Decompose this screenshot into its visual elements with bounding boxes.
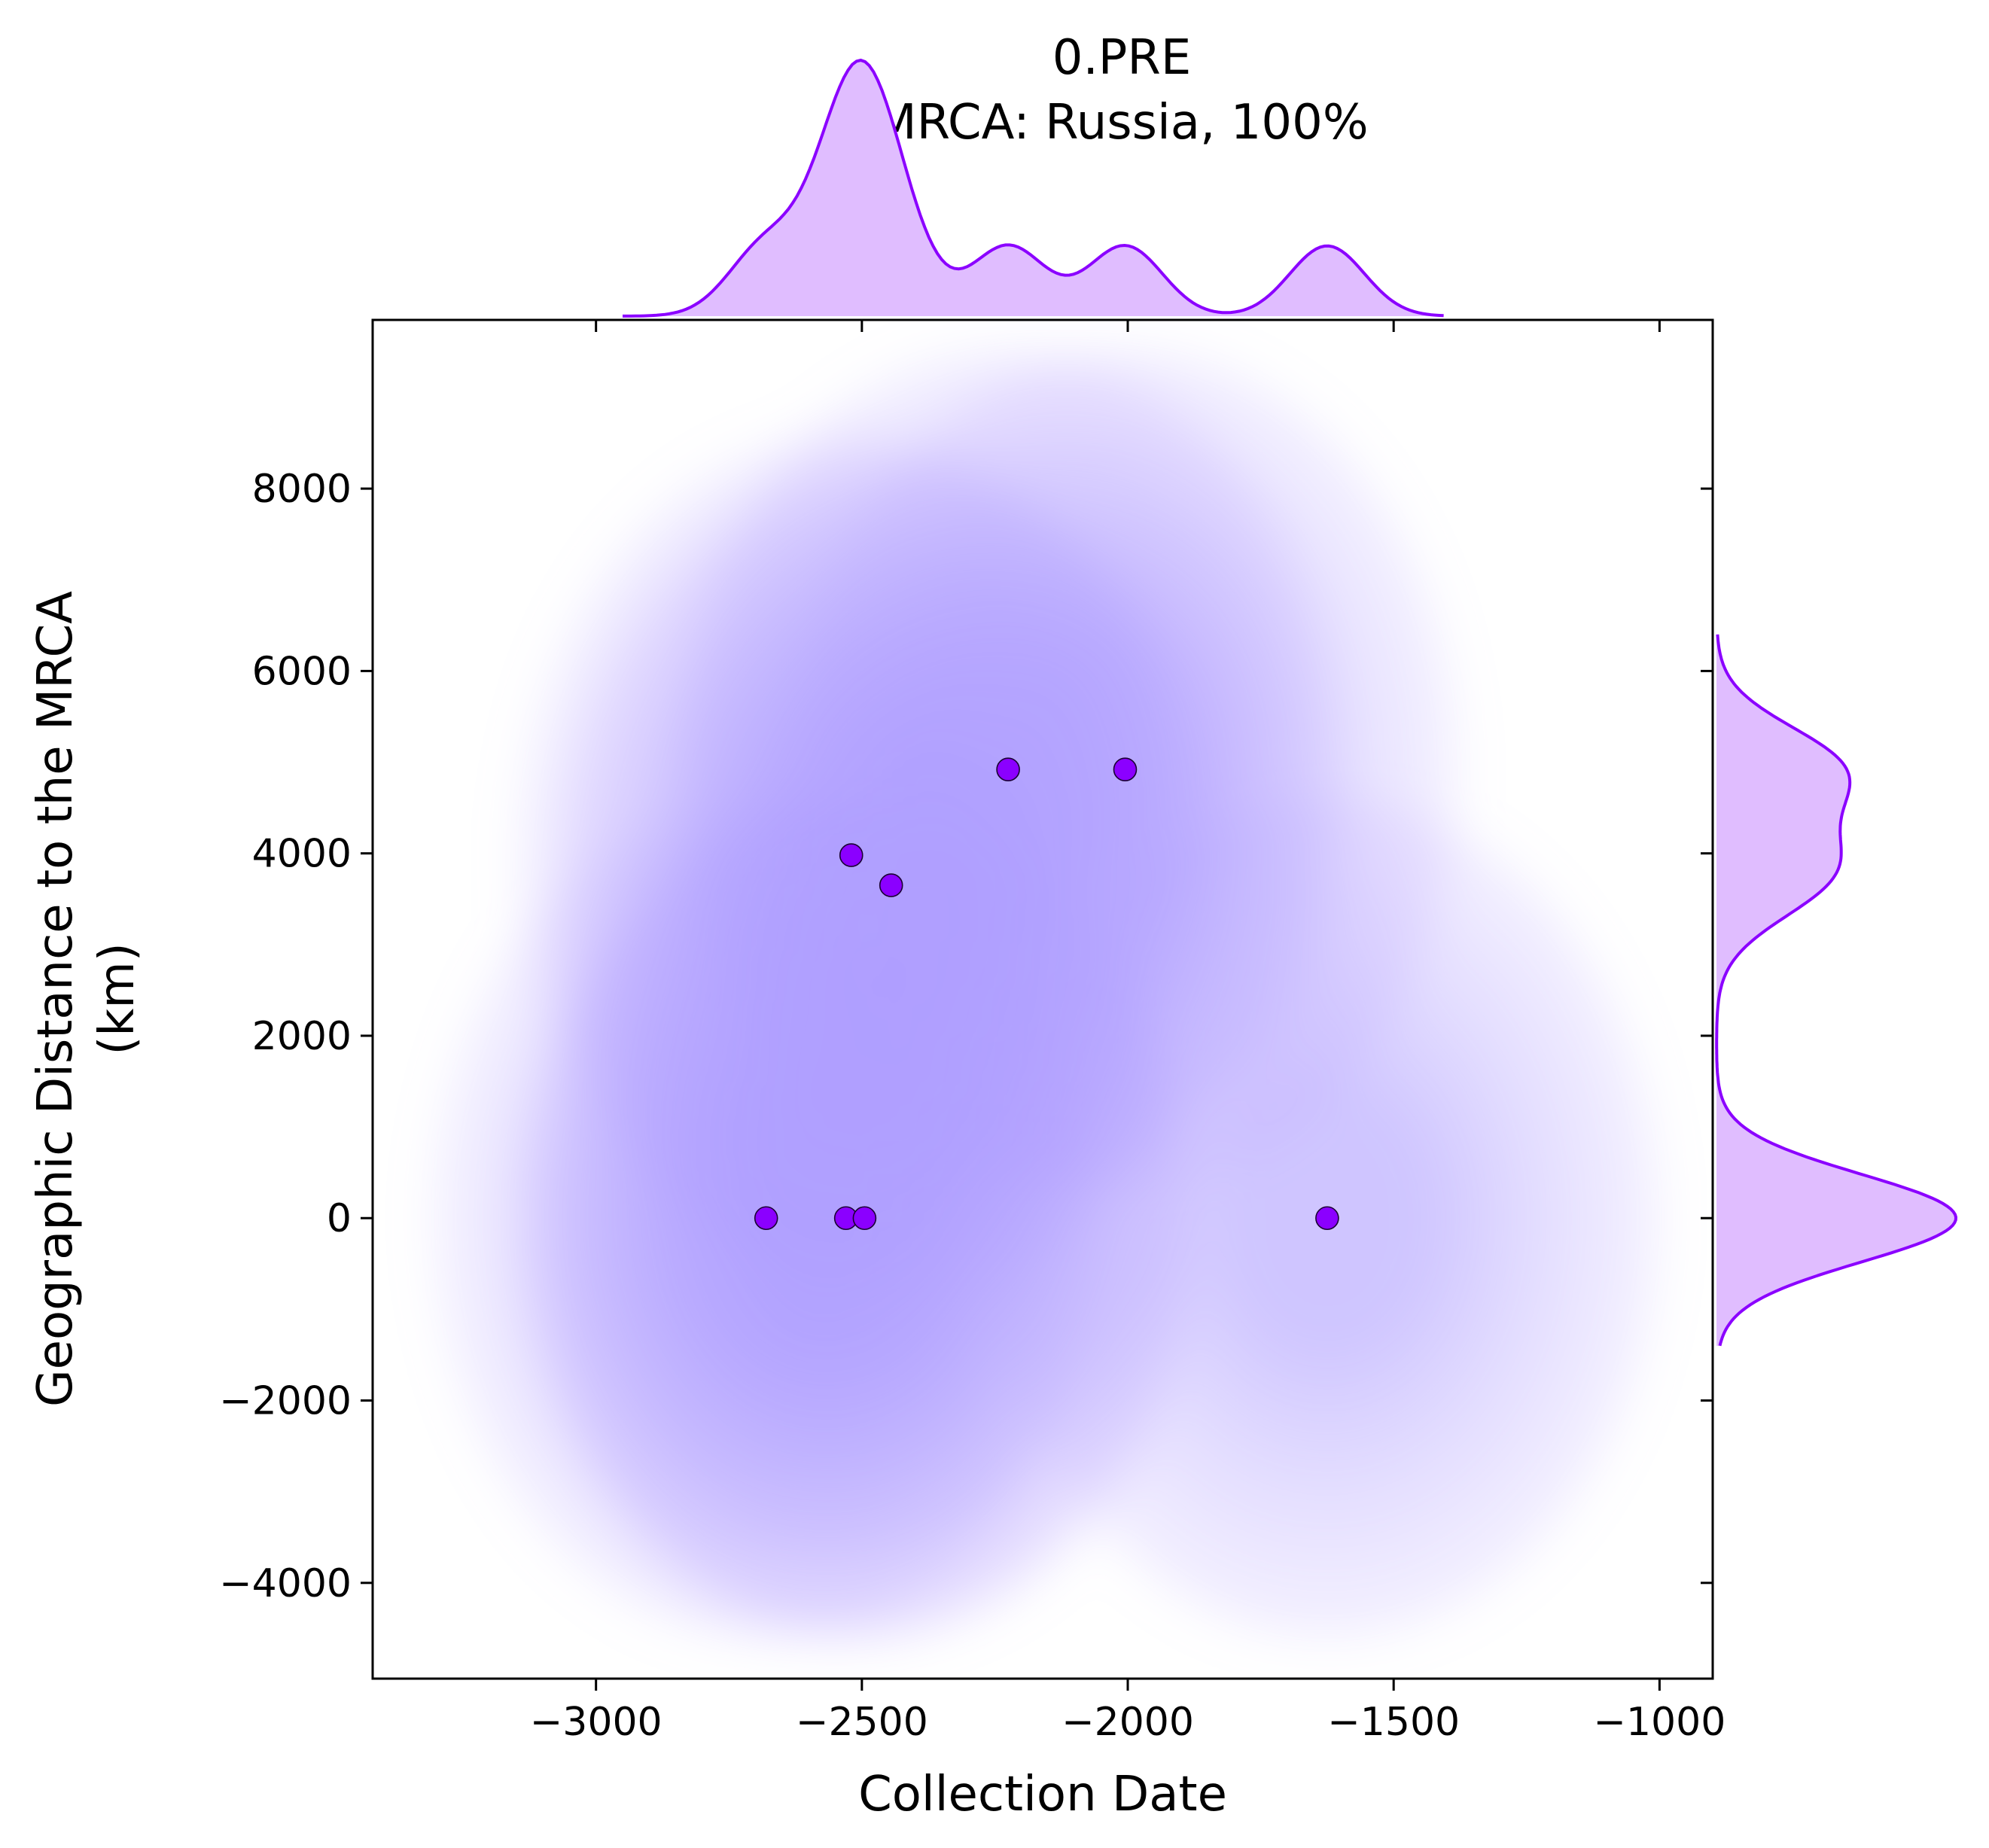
marginal-x-fill [622,60,1444,316]
y-tick-label: 8000 [252,467,352,512]
y-axis-title-line-2: (km) [90,942,145,1055]
data-point [839,843,864,867]
y-tick-label: 0 [327,1196,352,1241]
y-tick-label: 4000 [252,832,352,877]
x-axis-title: Collection Date [858,1767,1227,1822]
data-point [1113,757,1138,782]
x-tick-label: −1000 [1593,1700,1726,1745]
y-axis-ticks: −4000 −2000 0 2000 4000 6000 8000 [219,467,1713,1606]
joint-density-contours [439,353,1655,1635]
data-point [879,873,903,897]
data-point [852,1206,877,1231]
data-point [1315,1206,1339,1231]
scatter-points [754,757,1339,1231]
marginal-y-fill [1716,634,1956,1346]
y-tick-label: −2000 [219,1379,352,1424]
marginal-y-line [1715,634,1958,1347]
y-tick-label: 2000 [252,1014,352,1059]
y-tick-label: 6000 [252,649,352,694]
data-point [754,1206,778,1231]
data-point [996,757,1020,782]
marginal-x-line [623,58,1444,318]
marginal-y-kde [1715,634,1958,1347]
x-tick-label: −3000 [530,1700,662,1745]
plot-frame [371,318,1714,1680]
chart-subtitle: MRCA: Russia, 100% [875,95,1368,151]
marginal-x-kde [622,58,1444,318]
x-tick-label: −1500 [1327,1700,1460,1745]
x-axis-ticks: −3000 −2500 −2000 −1500 −1000 [530,320,1726,1745]
y-axis-title-line-1: Geographic Distance to the MRCA [28,591,84,1407]
y-tick-label: −4000 [219,1561,352,1606]
chart-title: 0.PRE [1052,30,1192,86]
y-axis-title: Geographic Distance to the MRCA (km) [28,591,145,1407]
x-tick-label: −2500 [796,1700,928,1745]
x-tick-label: −2000 [1062,1700,1194,1745]
